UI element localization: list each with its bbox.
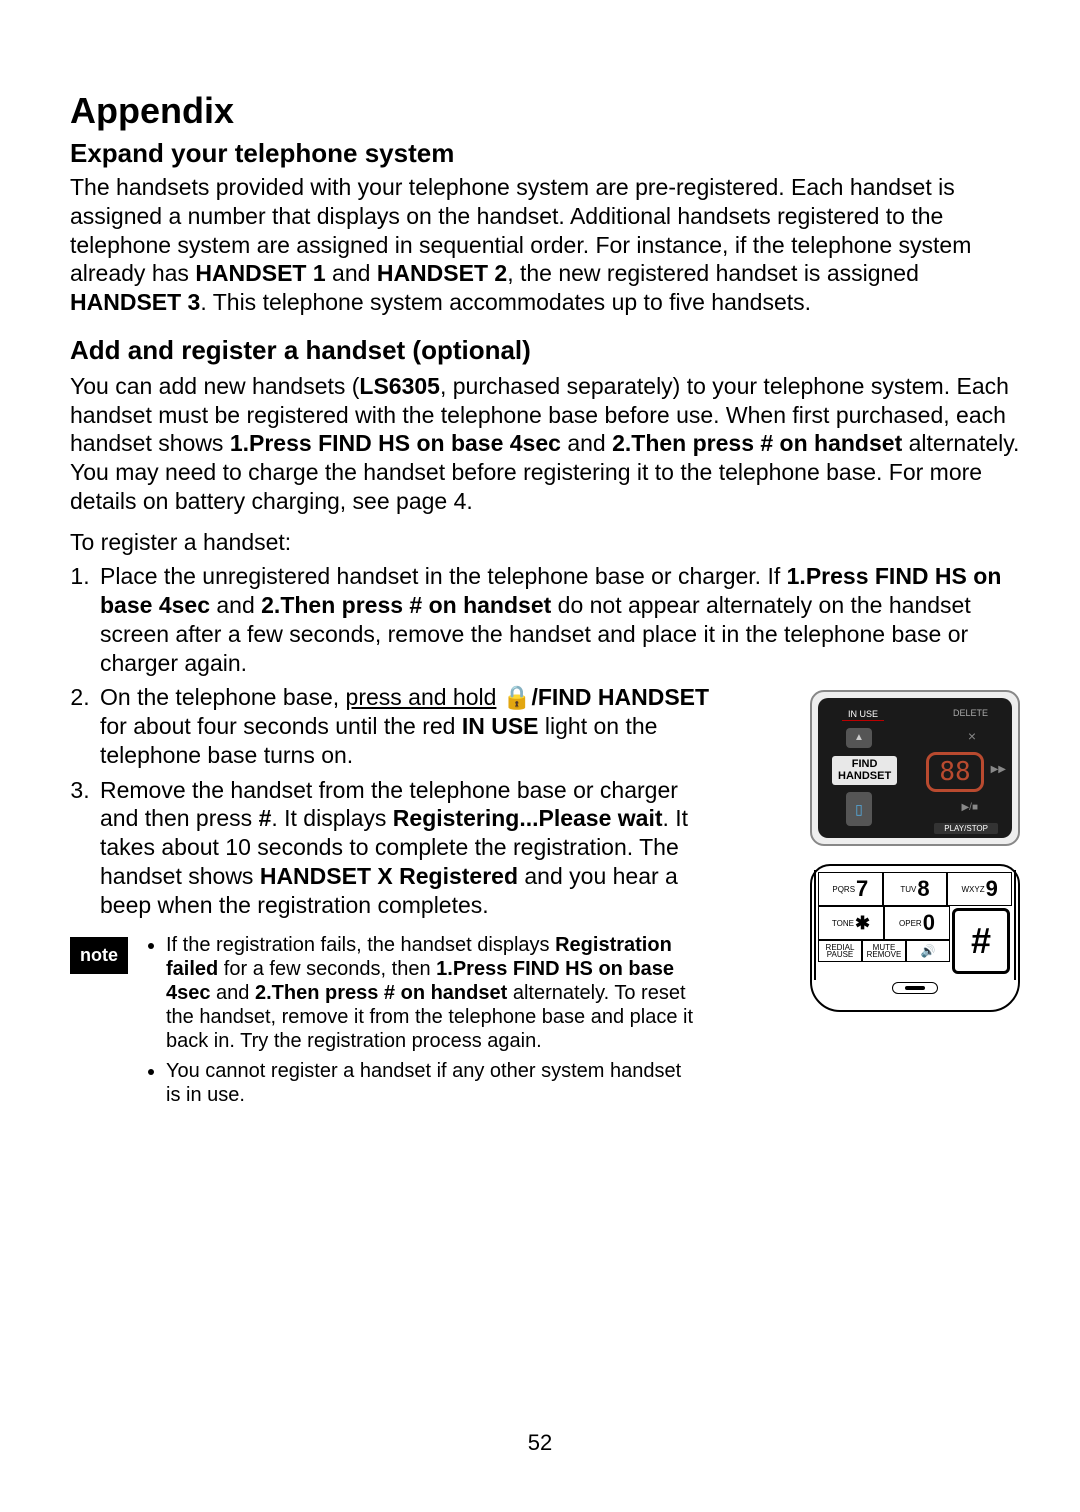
section2-para: You can add new handsets (LS6305, purcha…: [70, 372, 1020, 516]
base-forward-icon: ▶▶: [991, 764, 1006, 775]
note-list: If the registration fails, the handset d…: [166, 933, 696, 1113]
note-item-2: You cannot register a handset if any oth…: [166, 1059, 696, 1107]
figures-panel: IN USE DELETE ▲ × FIND HANDSET 88 ▯ ▶/■ …: [810, 690, 1020, 1012]
base-in-use-label: IN USE: [842, 708, 884, 721]
base-playstop-label: PLAY/STOP: [934, 823, 998, 834]
base-x-button: ×: [968, 728, 976, 744]
handset-keypad-figure: PQRS7 TUV8 WXYZ9 TONE✱ OPER0 REDIALPAUSE…: [810, 864, 1020, 1012]
section2-intro: To register a handset:: [70, 528, 1020, 557]
note-badge: note: [70, 937, 128, 974]
page-title: Appendix: [70, 90, 1020, 132]
charge-contacts-icon: [892, 982, 938, 994]
step-2: On the telephone base, press and hold 🔒/…: [96, 683, 716, 769]
key-0: OPER0: [884, 906, 950, 940]
base-up-button: ▲: [846, 728, 872, 748]
base-display: 88: [926, 752, 984, 792]
key-8: TUV8: [883, 872, 948, 906]
base-playstop-symbol: ▶/■: [961, 802, 978, 813]
key-redial: REDIALPAUSE: [818, 940, 862, 962]
page-number: 52: [528, 1430, 552, 1456]
key-9: WXYZ9: [947, 872, 1012, 906]
section2-heading: Add and register a handset (optional): [70, 335, 1020, 366]
key-7: PQRS7: [818, 872, 883, 906]
key-hash: #: [952, 908, 1010, 974]
telephone-base-figure: IN USE DELETE ▲ × FIND HANDSET 88 ▯ ▶/■ …: [810, 690, 1020, 846]
step-3: Remove the handset from the telephone ba…: [96, 776, 716, 920]
key-speaker: 🔊: [906, 940, 950, 962]
key-star: TONE✱: [818, 906, 884, 940]
step-1: Place the unregistered handset in the te…: [96, 562, 1020, 677]
base-find-handset-button: FIND HANDSET: [832, 756, 897, 785]
section1-heading: Expand your telephone system: [70, 138, 1020, 169]
key-mute: MUTEREMOVE: [862, 940, 906, 962]
note-item-1: If the registration fails, the handset d…: [166, 933, 696, 1053]
base-handset-icon: ▯: [846, 792, 872, 826]
section1-para: The handsets provided with your telephon…: [70, 173, 1020, 317]
base-delete-label: DELETE: [953, 708, 988, 718]
